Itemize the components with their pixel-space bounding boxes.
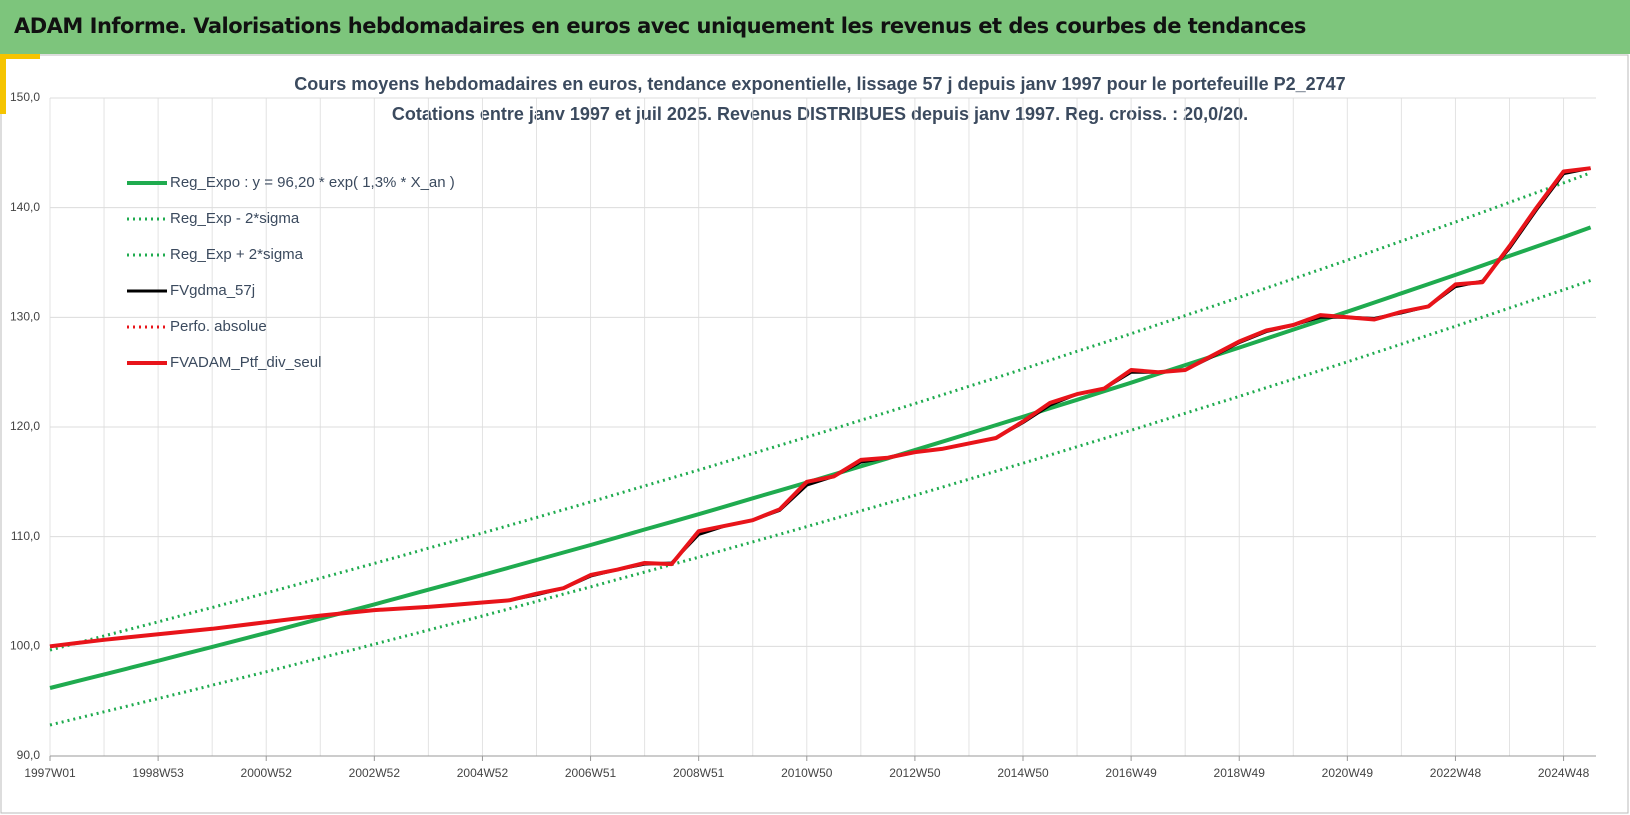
legend-label: Reg_Exp - 2*sigma (170, 210, 300, 227)
x-tick-label: 2022W48 (1430, 766, 1482, 780)
accent (0, 54, 40, 59)
y-tick-label: 120,0 (10, 419, 40, 433)
accent (0, 54, 6, 114)
y-tick-label: 90,0 (17, 748, 41, 762)
x-tick-label: 2002W52 (349, 766, 401, 780)
x-tick-label: 2020W49 (1322, 766, 1374, 780)
y-tick-label: 140,0 (10, 200, 40, 214)
x-tick-label: 2018W49 (1214, 766, 1266, 780)
chart: Cours moyens hebdomadaires en euros, ten… (0, 54, 1629, 814)
legend-label: Perfo. absolue (170, 318, 267, 335)
x-tick-label: 1998W53 (132, 766, 184, 780)
x-tick-label: 2014W50 (997, 766, 1049, 780)
series-line (49, 171, 1592, 652)
series-line (49, 166, 1591, 649)
series-line (49, 279, 1592, 727)
series-line (49, 166, 1591, 648)
legend-label: Reg_Exp + 2*sigma (170, 246, 304, 263)
x-tick-label: 2000W52 (241, 766, 293, 780)
legend-label: FVADAM_Ptf_div_seul (170, 354, 321, 371)
y-tick-label: 130,0 (10, 310, 40, 324)
x-tick-label: 1997W01 (24, 766, 76, 780)
header: ADAM Informe. Valorisations hebdomadaire… (0, 0, 1630, 54)
legend-label: Reg_Expo : y = 96,20 * exp( 1,3% * X_an … (170, 174, 455, 191)
chart-border (0, 54, 1629, 814)
chart-subtitle: Cotations entre janv 1997 et juil 2025. … (392, 104, 1248, 124)
chart-title: Cours moyens hebdomadaires en euros, ten… (294, 74, 1345, 94)
header-title: ADAM Informe. Valorisations hebdomadaire… (14, 14, 1306, 38)
y-tick-label: 100,0 (10, 639, 40, 653)
y-tick-label: 150,0 (10, 90, 40, 104)
x-tick-label: 2024W48 (1538, 766, 1590, 780)
x-tick-label: 2012W50 (889, 766, 941, 780)
legend-label: FVgdma_57j (170, 282, 255, 299)
y-tick-label: 110,0 (11, 529, 40, 543)
x-tick-label: 2010W50 (781, 766, 833, 780)
x-tick-label: 2008W51 (673, 766, 725, 780)
x-tick-label: 2004W52 (457, 766, 509, 780)
x-tick-label: 2016W49 (1105, 766, 1157, 780)
x-tick-label: 2006W51 (565, 766, 617, 780)
series-line (49, 166, 1591, 648)
